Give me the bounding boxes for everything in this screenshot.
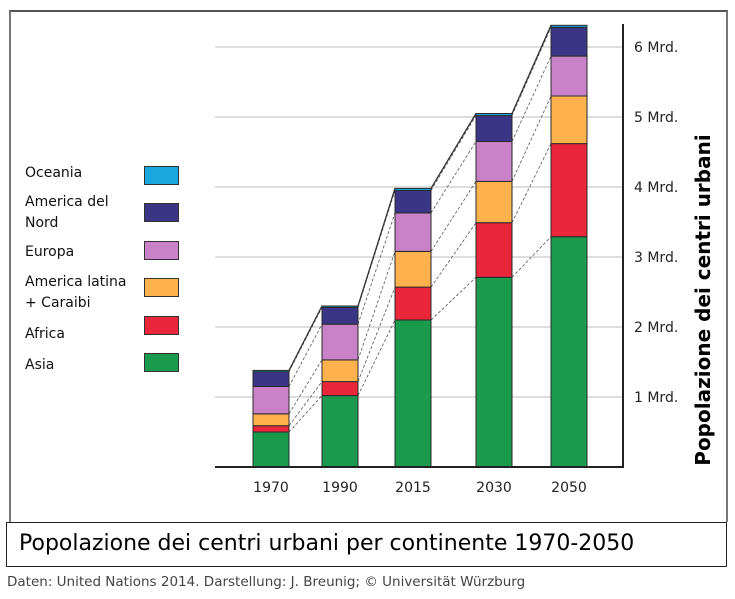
connector-2015-2030-3 <box>430 141 477 214</box>
bar-1970-oceania <box>252 369 290 373</box>
y-tick-label-6: 6 Mrd. <box>634 40 679 56</box>
bar-2015-america-del-nord <box>394 190 432 214</box>
bar-1970-america-latina-caraibi <box>252 413 290 427</box>
y-tick-label-4: 4 Mrd. <box>634 180 679 196</box>
legend-label-latin-america: America latina + Caraibi <box>25 274 127 311</box>
x-tick-label-1990: 1990 <box>322 480 358 496</box>
legend-label-asia: Asia <box>25 357 55 373</box>
connector-2015-2030-4 <box>430 115 477 191</box>
y-axis-title: Popolazione dei centri urbani <box>691 134 715 466</box>
bar-1990-america-del-nord <box>321 306 359 325</box>
connector-1990-2015-1 <box>357 286 396 382</box>
bar-1970-america-del-nord <box>252 371 290 387</box>
bar-1970-africa <box>252 425 290 433</box>
bar-stack-2050 <box>550 24 588 468</box>
bar-stack-2030 <box>475 113 513 468</box>
connector-2030-2050-0 <box>511 236 552 278</box>
connector-1970-1990-5 <box>288 305 323 371</box>
connector-lines <box>288 25 552 433</box>
legend-swatch-north-america <box>144 203 179 222</box>
connector-1990-2015-0 <box>357 319 396 396</box>
bar-1970-europa <box>252 386 290 415</box>
chart-title: Popolazione dei centri urbani per contin… <box>19 531 635 556</box>
legend-label-africa: Africa <box>25 326 65 342</box>
legend-swatch-africa <box>144 316 179 335</box>
bar-2015-america-latina-caraibi <box>394 250 432 288</box>
bar-2015-oceania <box>394 187 432 191</box>
connector-2030-2050-5 <box>511 25 552 114</box>
connector-1970-1990-2 <box>288 359 323 415</box>
chart-frame <box>9 10 728 522</box>
bar-2050-europa <box>550 55 588 97</box>
y-tick-label-2: 2 Mrd. <box>634 320 679 336</box>
chart-title-box: Popolazione dei centri urbani per contin… <box>6 522 727 567</box>
legend-label-north-america: America del Nord <box>25 194 109 231</box>
bar-2050-america-del-nord <box>550 26 588 57</box>
y-tick-label-3: 3 Mrd. <box>634 250 679 266</box>
bar-2030-asia <box>475 276 513 468</box>
connector-2030-2050-3 <box>511 55 552 142</box>
bar-2030-oceania <box>475 113 513 117</box>
bar-2015-europa <box>394 212 432 252</box>
legend-swatch-europe <box>144 241 179 260</box>
bar-1990-europa <box>321 323 359 361</box>
legend-swatch-latin-america <box>144 278 179 297</box>
y-tick-label-1: 1 Mrd. <box>634 390 679 406</box>
connector-1970-1990-3 <box>288 324 323 387</box>
connector-2030-2050-4 <box>511 27 552 116</box>
bar-2015-africa <box>394 286 432 321</box>
bar-1990-oceania <box>321 305 359 308</box>
connector-2030-2050-1 <box>511 143 552 223</box>
bar-2050-asia <box>550 236 588 468</box>
bar-2050-africa <box>550 143 588 238</box>
y-tick-label-5: 5 Mrd. <box>634 110 679 126</box>
bar-1990-asia <box>321 395 359 468</box>
connector-1990-2015-2 <box>357 251 396 361</box>
bar-stack-2015 <box>394 187 432 468</box>
x-tick-label-2050: 2050 <box>551 480 587 496</box>
connector-2030-2050-2 <box>511 95 552 182</box>
bar-2030-africa <box>475 222 513 278</box>
bars <box>252 24 588 468</box>
axes <box>215 24 624 468</box>
connector-1970-1990-1 <box>288 381 323 426</box>
bar-2030-america-latina-caraibi <box>475 180 513 224</box>
bar-2050-america-latina-caraibi <box>550 95 588 145</box>
connector-2015-2030-0 <box>430 277 477 321</box>
x-tick-label-2030: 2030 <box>476 480 512 496</box>
connector-2015-2030-5 <box>430 113 477 189</box>
bar-stack-1970 <box>252 369 290 468</box>
x-tick-label-1970: 1970 <box>253 480 289 496</box>
connector-2015-2030-2 <box>430 181 477 252</box>
legend-label-europe: Europa <box>25 244 75 260</box>
bar-2030-america-del-nord <box>475 115 513 142</box>
legend-swatch-asia <box>144 353 179 372</box>
connector-1990-2015-5 <box>357 188 396 307</box>
bar-stack-1990 <box>321 305 359 468</box>
connector-2015-2030-1 <box>430 222 477 288</box>
source-credit: Daten: United Nations 2014. Darstellung:… <box>7 574 526 590</box>
legend-label-oceania: Oceania <box>25 165 83 181</box>
connector-1970-1990-0 <box>288 395 323 433</box>
legend-swatch-oceania <box>144 166 179 185</box>
bar-1990-africa <box>321 381 359 397</box>
x-tick-label-2015: 2015 <box>395 480 431 496</box>
bar-1990-america-latina-caraibi <box>321 359 359 383</box>
connector-1990-2015-3 <box>357 212 396 325</box>
bar-1970-asia <box>252 431 290 468</box>
bar-2050-oceania <box>550 24 588 28</box>
bar-2015-asia <box>394 319 432 468</box>
bar-2030-europa <box>475 141 513 182</box>
